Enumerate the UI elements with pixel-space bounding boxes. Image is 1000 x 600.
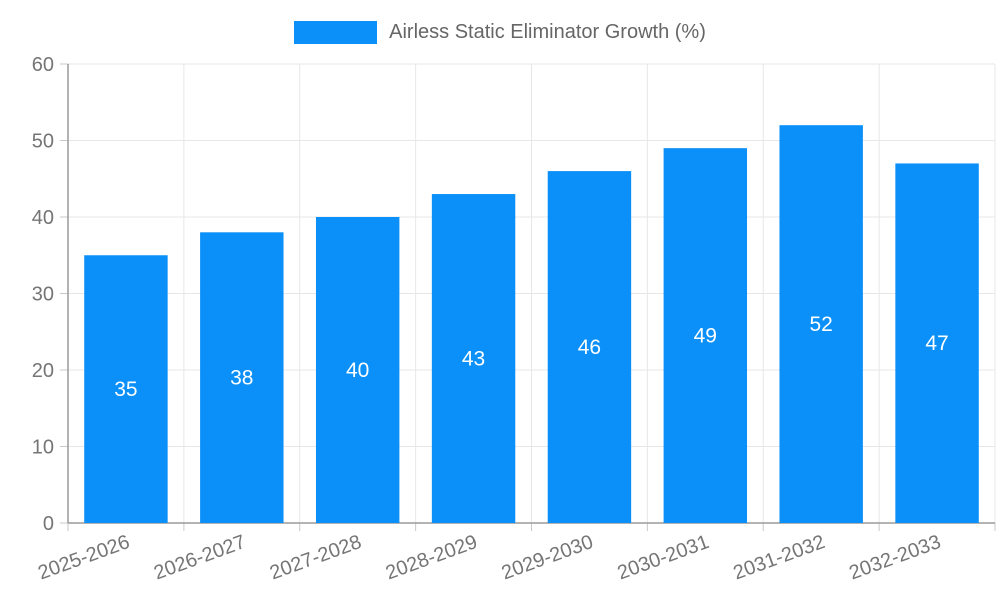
bar [895,163,979,523]
bar [431,194,516,524]
bar-value-label: 35 [114,378,137,401]
bar-value-label: 46 [578,336,601,359]
x-tick-label: 2027-2028 [267,531,364,584]
y-tick-label: 20 [32,360,54,382]
bar [779,125,863,523]
bar [200,232,284,524]
y-tick-label: 40 [32,207,54,229]
bar-value-label: 38 [230,367,253,390]
bar [663,148,748,523]
legend-swatch [294,20,378,44]
x-tick-label: 2031-2032 [730,531,827,584]
y-tick-label: 60 [32,54,54,76]
bar-value-label: 47 [925,332,948,355]
y-tick-label: 0 [43,513,54,535]
bar [547,171,632,523]
x-tick-label: 2026-2027 [151,531,248,584]
y-tick-label: 10 [32,437,54,459]
x-tick-label: 2028-2029 [383,531,480,584]
x-tick-label: 2025-2026 [35,531,132,584]
bar-value-label: 40 [346,359,369,382]
bar [84,255,168,523]
legend-label: Airless Static Eliminator Growth (%) [389,21,706,43]
bar-value-label: 52 [810,313,833,336]
x-tick-label: 2032-2033 [846,531,943,584]
y-tick-label: 30 [32,284,54,306]
x-tick-label: 2029-2030 [499,531,596,584]
bar-value-label: 49 [694,325,717,348]
x-tick-label: 2030-2031 [615,531,712,584]
bar [315,217,400,523]
bar-value-label: 43 [462,348,485,371]
y-tick-label: 50 [32,131,54,153]
legend-item[interactable]: Airless Static Eliminator Growth (%) [0,20,1000,44]
